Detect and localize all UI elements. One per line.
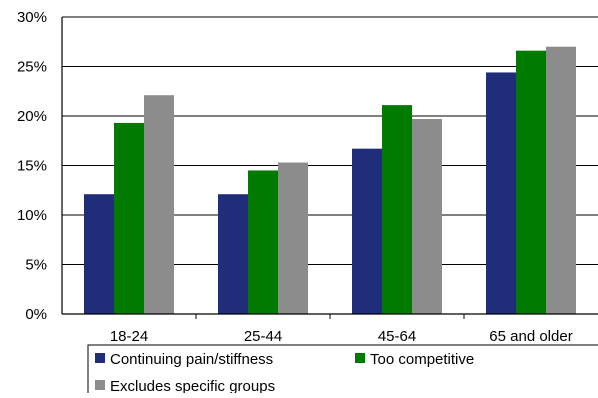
- bar-excludes-specific-groups-25-44: [278, 162, 308, 314]
- legend-label: Too competitive: [370, 351, 474, 368]
- bar-too-competitive-25-44: [248, 170, 278, 314]
- y-tick-label: 25%: [17, 59, 47, 76]
- bar-continuing-pain-stiffness-18-24: [84, 194, 114, 314]
- x-tick-label: 18-24: [110, 328, 148, 345]
- legend-label: Continuing pain/stiffness: [110, 351, 273, 368]
- x-tick-label: 65 and older: [489, 328, 572, 345]
- y-tick-label: 5%: [25, 257, 47, 274]
- bar-excludes-specific-groups-45-64: [412, 118, 442, 314]
- legend-swatch: [355, 353, 365, 363]
- bar-continuing-pain-stiffness-25-44: [218, 194, 248, 314]
- bar-too-competitive-45-64: [382, 105, 412, 314]
- y-tick-label: 10%: [17, 207, 47, 224]
- bar-excludes-specific-groups-18-24: [144, 95, 174, 315]
- legend-swatch: [95, 380, 105, 390]
- legend-label: Excludes specific groups: [110, 378, 275, 393]
- legend-box: [87, 344, 598, 398]
- y-tick-label: 20%: [17, 108, 47, 125]
- y-tick-labels: 0% 5% 10% 15% 20% 25% 30%: [17, 9, 47, 323]
- bar-continuing-pain-stiffness-65-and-older: [486, 72, 516, 314]
- bar-too-competitive-65-and-older: [516, 50, 546, 314]
- bar-continuing-pain-stiffness-45-64: [352, 148, 382, 314]
- y-tick-label: 30%: [17, 9, 47, 26]
- y-tick-label: 15%: [17, 158, 47, 175]
- legend-swatch: [95, 353, 105, 363]
- x-tick-label: 25-44: [244, 328, 282, 345]
- axes: [61, 17, 598, 319]
- bars: [84, 46, 576, 315]
- bar-too-competitive-18-24: [114, 122, 144, 315]
- x-tick-labels: 18-24 25-44 45-64 65 and older: [110, 328, 573, 345]
- bar-excludes-specific-groups-65-and-older: [546, 46, 576, 314]
- legend: Continuing pain/stiffness Too competitive…: [87, 344, 598, 398]
- y-tick-label: 0%: [25, 306, 47, 323]
- x-tick-label: 45-64: [378, 328, 416, 345]
